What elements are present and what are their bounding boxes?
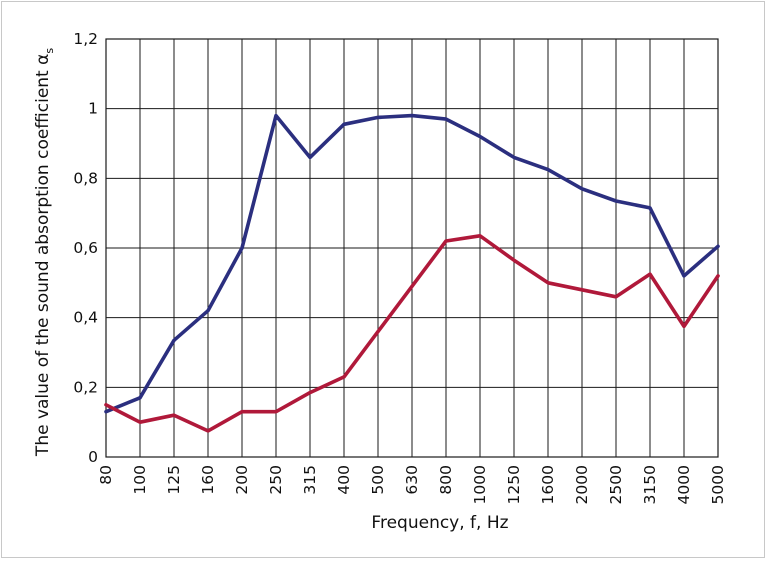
- x-tick-label: 100: [131, 465, 149, 495]
- x-tick-label: 630: [403, 465, 421, 495]
- series-layer: [104, 113, 720, 433]
- y-tick-labels: 0 0,2 0,4 0,6 0,8 1 1,2: [73, 30, 98, 466]
- x-tick-label: 2000: [573, 465, 591, 504]
- x-tick-label: 400: [335, 465, 353, 495]
- x-tick-label: 800: [437, 465, 455, 495]
- x-tick-label: 1250: [505, 465, 523, 504]
- x-tick-label: 80: [97, 465, 115, 485]
- x-tick-label: 4000: [675, 465, 693, 504]
- x-tick-labels: 80 100 125 160 200 250 315 400 500 630 800 1000 1250…: [97, 465, 727, 504]
- x-tick-label: 500: [369, 465, 387, 495]
- x-axis-title: Frequency, f, Hz: [371, 513, 508, 533]
- series-line-2: [104, 234, 720, 433]
- y-axis-title-subscript: s: [43, 48, 56, 54]
- x-tick-label: 200: [233, 465, 251, 495]
- grid: [105, 38, 719, 458]
- y-tick-label: 0: [88, 448, 98, 466]
- y-tick-label: 1: [88, 100, 98, 118]
- y-axis-title-text: The value of the sound absorption coeffi…: [33, 54, 53, 457]
- x-tick-label: 160: [199, 465, 217, 495]
- x-tick-label: 1000: [471, 465, 489, 504]
- y-axis-title: The value of the sound absorption coeffi…: [33, 48, 56, 457]
- x-tick-label: 2500: [607, 465, 625, 504]
- y-tick-label: 1,2: [73, 30, 98, 48]
- x-tick-label: 125: [165, 465, 183, 495]
- x-tick-label: 3150: [641, 465, 659, 504]
- x-tick-label: 1600: [539, 465, 557, 504]
- y-tick-label: 0,8: [73, 169, 98, 187]
- series-line-1: [104, 113, 720, 414]
- y-tick-label: 0,6: [73, 239, 98, 257]
- x-tick-label: 315: [301, 465, 319, 495]
- x-tick-label: 250: [267, 465, 285, 495]
- y-tick-label: 0,2: [73, 378, 98, 396]
- y-tick-label: 0,4: [73, 309, 98, 327]
- x-tick-label: 5000: [709, 465, 727, 504]
